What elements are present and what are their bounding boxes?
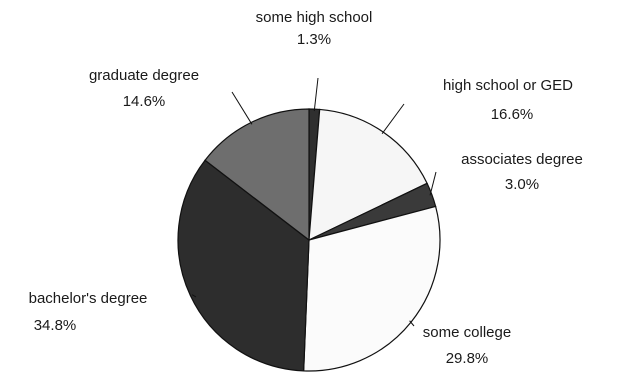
leader-some-high-school [313,77,319,112]
slice-bachelor-s-degree [177,159,310,372]
value-some-college: 29.8% [446,350,489,367]
leader-some-college [409,320,415,327]
leader-associates-degree [429,171,437,196]
leader-graduate-degree [231,91,253,125]
leader-bachelor-s-degree [191,294,197,298]
leader-high-school-or-ged [381,103,405,135]
pie-slices [177,108,441,372]
value-associates-degree: 3.0% [505,176,539,193]
label-bachelors-degree: bachelor's degree [29,290,148,307]
value-some-high-school: 1.3% [297,31,331,48]
label-associates-degree: associates degree [461,151,583,168]
label-some-high-school: some high school [256,9,373,26]
label-high-school-or-ged: high school or GED [443,77,573,94]
value-bachelors-degree: 34.8% [34,317,77,334]
value-high-school-or-ged: 16.6% [491,106,534,123]
label-some-college: some college [423,324,511,341]
leader-lines [191,77,437,327]
value-graduate-degree: 14.6% [123,93,166,110]
label-graduate-degree: graduate degree [89,67,199,84]
